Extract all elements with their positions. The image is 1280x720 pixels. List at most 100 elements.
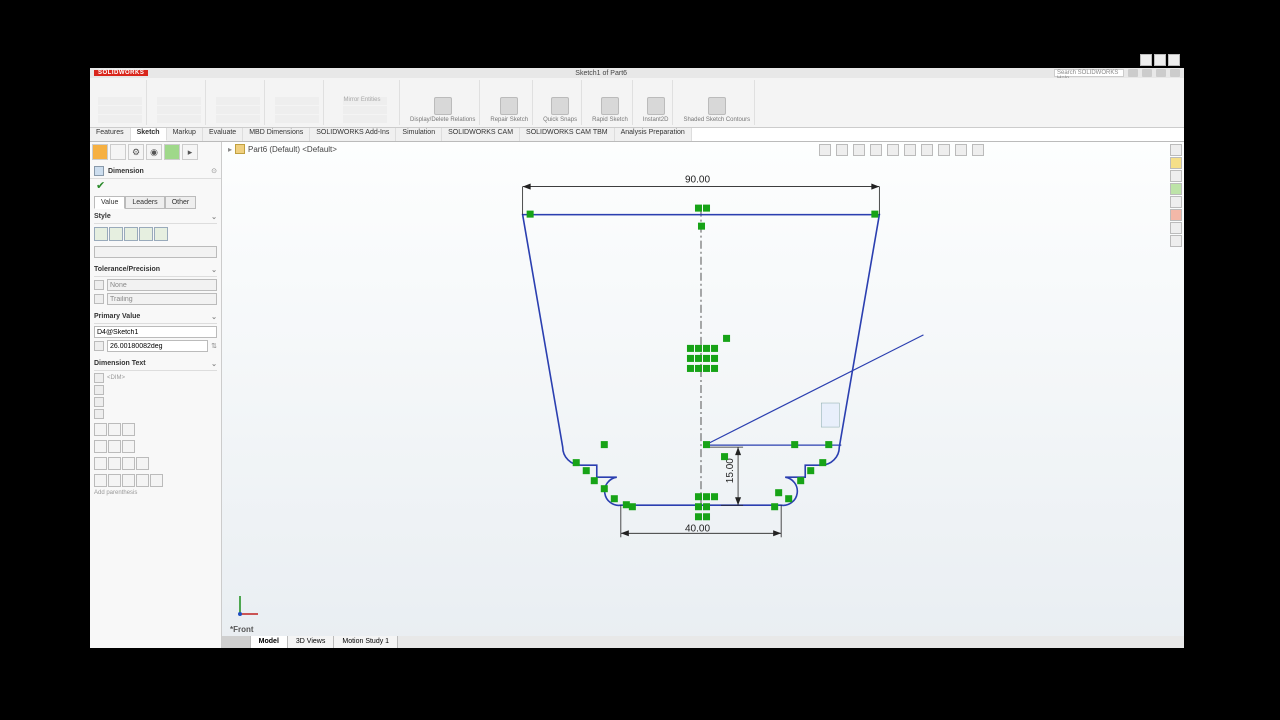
section-style: Style	[94, 211, 217, 260]
tab-addins[interactable]: SOLIDWORKS Add-Ins	[310, 128, 396, 141]
prop-tab-leaders[interactable]: Leaders	[125, 196, 164, 209]
tab-analysis[interactable]: Analysis Preparation	[615, 128, 692, 141]
help-search-input[interactable]: Search SOLIDWORKS Help	[1054, 69, 1124, 77]
tol-header[interactable]: Tolerance/Precision	[94, 264, 217, 277]
dimtext-left-icon	[94, 373, 104, 383]
svg-text:15.00: 15.00	[725, 458, 736, 483]
tol-type-icon	[94, 280, 104, 290]
tol-type-field[interactable]	[107, 279, 217, 291]
style-add-icon[interactable]	[109, 227, 123, 241]
ribbon-repair-label: Repair Sketch	[490, 117, 528, 123]
tab-camtbm[interactable]: SOLIDWORKS CAM TBM	[520, 128, 615, 141]
view-triad[interactable]	[234, 592, 262, 622]
tab-cam[interactable]: SOLIDWORKS CAM	[442, 128, 520, 141]
section-primary: Primary Value ⇅	[94, 311, 217, 354]
symbol6-icon[interactable]	[108, 474, 121, 487]
constraint-markers	[527, 205, 879, 521]
svg-text:40.00: 40.00	[685, 523, 710, 534]
justify-left-icon[interactable]	[94, 423, 107, 436]
bottom-tab-model[interactable]: Model	[251, 636, 288, 648]
sketch-svg: 90.00 40.00 15.0	[222, 142, 1184, 648]
symbol8-icon[interactable]	[136, 474, 149, 487]
tol-unit-field[interactable]	[107, 293, 217, 305]
primary-header[interactable]: Primary Value	[94, 311, 217, 324]
maximize-window-icon[interactable]	[1156, 69, 1166, 77]
bottom-tab-spacer	[222, 636, 251, 648]
tab-simulation[interactable]: Simulation	[396, 128, 442, 141]
dimtext-token: <DIM>	[107, 374, 125, 382]
fm-tree-icon[interactable]	[92, 144, 108, 160]
property-manager: Dimension ⊙ ✔ Value Leaders Other Style	[90, 142, 222, 648]
bottom-tab-motion[interactable]: Motion Study 1	[334, 636, 398, 648]
add-parenthesis-check[interactable]: Add parenthesis	[94, 489, 217, 497]
style-delete-icon[interactable]	[124, 227, 138, 241]
tab-features[interactable]: Features	[90, 128, 131, 141]
branding-logo: SOLIDWORKS	[94, 70, 148, 76]
instant2d-icon[interactable]	[647, 97, 665, 115]
help-icon[interactable]	[1128, 69, 1138, 77]
justify-right-icon[interactable]	[122, 423, 135, 436]
dimension-spinner-icon[interactable]: ⇅	[211, 342, 217, 350]
viewport-link-icon[interactable]	[1154, 54, 1166, 66]
property-pin-icon[interactable]: ⊙	[211, 167, 217, 175]
align-mid-icon[interactable]	[108, 440, 121, 453]
dimtext-header[interactable]: Dimension Text	[94, 358, 217, 371]
ribbon-shaded-label: Shaded Sketch Contours	[683, 117, 750, 123]
fm-config-icon[interactable]	[128, 144, 144, 160]
align-top-icon[interactable]	[94, 440, 107, 453]
document-title: Sketch1 of Part6	[148, 70, 1054, 77]
shaded-contours-icon[interactable]	[708, 97, 726, 115]
ribbon-displayrel-label: Display/Delete Relations	[410, 117, 475, 123]
viewport-single-icon[interactable]	[1140, 54, 1152, 66]
repair-sketch-icon[interactable]	[500, 97, 518, 115]
symbol1-icon[interactable]	[94, 457, 107, 470]
align-bot-icon[interactable]	[122, 440, 135, 453]
angle-construction-line[interactable]	[705, 335, 923, 445]
prop-tab-value[interactable]: Value	[94, 196, 125, 209]
rapid-sketch-icon[interactable]	[601, 97, 619, 115]
prop-tab-other[interactable]: Other	[165, 196, 197, 209]
symbol7-icon[interactable]	[122, 474, 135, 487]
symbol2-icon[interactable]	[108, 457, 121, 470]
tab-evaluate[interactable]: Evaluate	[203, 128, 243, 141]
command-manager-tabs: Features Sketch Markup Evaluate MBD Dime…	[90, 128, 1184, 142]
style-header[interactable]: Style	[94, 211, 217, 224]
viewport-close-icon[interactable]	[1168, 54, 1180, 66]
symbol9-icon[interactable]	[150, 474, 163, 487]
style-select[interactable]	[94, 246, 217, 258]
fm-display-icon[interactable]	[146, 144, 162, 160]
tab-markup[interactable]: Markup	[167, 128, 203, 141]
section-tolerance: Tolerance/Precision	[94, 264, 217, 307]
style-load-icon[interactable]	[154, 227, 168, 241]
dimtext-center-icon	[94, 385, 104, 395]
fm-property-icon[interactable]	[110, 144, 126, 160]
angle-modify-box[interactable]	[821, 403, 839, 427]
symbol4-icon[interactable]	[136, 457, 149, 470]
dimension-value-field[interactable]	[107, 340, 208, 352]
bottom-tab-3dviews[interactable]: 3D Views	[288, 636, 334, 648]
ribbon-mirror-label[interactable]: Mirror Entities	[343, 97, 387, 105]
style-favorite-icon[interactable]	[94, 227, 108, 241]
symbol3-icon[interactable]	[122, 457, 135, 470]
dimension-header-icon	[94, 166, 104, 176]
close-window-icon[interactable]	[1170, 69, 1180, 77]
graphics-area[interactable]: ▸ Part6 (Default) <Default>	[222, 142, 1184, 648]
solidworks-app-window: SOLIDWORKS Sketch1 of Part6 Search SOLID…	[90, 68, 1184, 648]
property-title: Dimension	[108, 168, 144, 175]
tab-mbd[interactable]: MBD Dimensions	[243, 128, 310, 141]
fm-dimx-icon[interactable]	[164, 144, 180, 160]
minimize-window-icon[interactable]	[1142, 69, 1152, 77]
feature-manager-toolbar	[92, 144, 198, 160]
justify-center-icon[interactable]	[108, 423, 121, 436]
fm-more-icon[interactable]	[182, 144, 198, 160]
tab-sketch[interactable]: Sketch	[131, 128, 167, 141]
display-relations-icon[interactable]	[434, 97, 452, 115]
svg-text:90.00: 90.00	[685, 175, 710, 186]
dimension-name-field[interactable]	[94, 326, 217, 338]
accept-button[interactable]: ✔	[90, 179, 221, 192]
ribbon-rapid-label: Rapid Sketch	[592, 117, 628, 123]
symbol5-icon[interactable]	[94, 474, 107, 487]
quick-snaps-icon[interactable]	[551, 97, 569, 115]
style-save-icon[interactable]	[139, 227, 153, 241]
view-status: *Front	[230, 625, 254, 634]
